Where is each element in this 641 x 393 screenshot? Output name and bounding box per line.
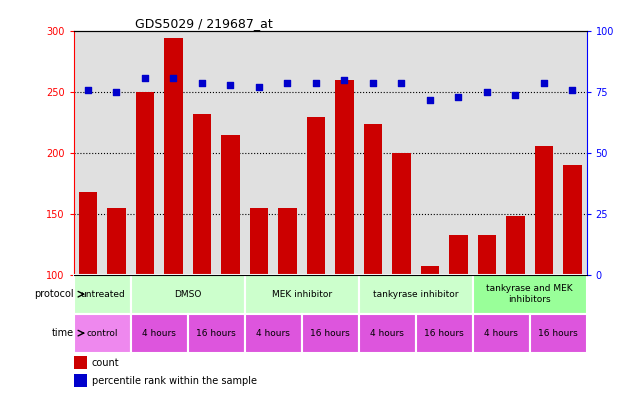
Text: control: control (87, 329, 118, 338)
Bar (74, 314, 131, 353)
Bar (358, 275, 472, 314)
Bar (131, 31, 159, 275)
Text: percentile rank within the sample: percentile rank within the sample (92, 376, 256, 386)
Text: 4 hours: 4 hours (370, 329, 404, 338)
Point (197, 79, 207, 86)
Bar (363, 124, 382, 275)
Bar (249, 208, 268, 275)
Bar (387, 31, 415, 275)
Bar (529, 31, 558, 275)
Bar (164, 37, 183, 275)
Bar (74, 275, 131, 314)
Bar (330, 31, 358, 275)
Bar (358, 31, 387, 275)
Text: DMSO: DMSO (174, 290, 201, 299)
Text: MEK inhibitor: MEK inhibitor (272, 290, 331, 299)
Point (225, 82, 235, 88)
Bar (302, 31, 330, 275)
Bar (558, 31, 587, 275)
Bar (278, 208, 297, 275)
Text: tankyrase inhibitor: tankyrase inhibitor (373, 290, 458, 299)
Bar (392, 153, 411, 275)
Point (567, 87, 578, 93)
Point (339, 77, 349, 83)
Bar (472, 275, 587, 314)
Point (112, 89, 122, 95)
Bar (535, 146, 553, 275)
Point (83, 87, 93, 93)
Bar (74, 31, 102, 275)
Bar (358, 314, 415, 353)
Bar (245, 31, 273, 275)
Bar (245, 314, 302, 353)
Point (396, 79, 406, 86)
Text: 4 hours: 4 hours (256, 329, 290, 338)
Point (368, 79, 378, 86)
Bar (107, 208, 126, 275)
Bar (188, 314, 245, 353)
Bar (302, 314, 358, 353)
Bar (188, 31, 216, 275)
Bar (506, 216, 524, 275)
Text: untreated: untreated (80, 290, 124, 299)
Text: count: count (92, 358, 119, 368)
Point (538, 79, 549, 86)
Point (140, 75, 150, 81)
Bar (444, 31, 472, 275)
Text: 4 hours: 4 hours (484, 329, 518, 338)
Text: protocol: protocol (34, 289, 74, 299)
Bar (306, 117, 325, 275)
Bar (501, 31, 529, 275)
Bar (529, 314, 587, 353)
Text: 16 hours: 16 hours (424, 329, 464, 338)
Bar (420, 266, 439, 275)
Bar (449, 235, 467, 275)
Bar (131, 314, 188, 353)
Bar (273, 31, 302, 275)
Bar (335, 80, 354, 275)
Text: 16 hours: 16 hours (196, 329, 236, 338)
Bar (472, 31, 501, 275)
Bar (74, 356, 87, 369)
Bar (216, 31, 245, 275)
Text: 4 hours: 4 hours (142, 329, 176, 338)
Bar (136, 92, 154, 275)
Bar (245, 275, 358, 314)
Bar (478, 235, 496, 275)
Bar (563, 165, 581, 275)
Point (510, 92, 520, 98)
Point (169, 75, 179, 81)
Bar (79, 192, 97, 275)
Bar (102, 31, 131, 275)
Bar (221, 135, 240, 275)
Text: 16 hours: 16 hours (310, 329, 350, 338)
Point (282, 79, 292, 86)
Point (311, 79, 321, 86)
Bar (472, 314, 529, 353)
Bar (74, 375, 87, 387)
Text: time: time (51, 328, 74, 338)
Bar (415, 314, 472, 353)
Text: 16 hours: 16 hours (538, 329, 578, 338)
Point (481, 89, 492, 95)
Bar (193, 114, 211, 275)
Bar (131, 275, 245, 314)
Bar (159, 31, 188, 275)
Text: tankyrase and MEK
inhibitors: tankyrase and MEK inhibitors (487, 285, 573, 304)
Point (425, 96, 435, 103)
Point (254, 84, 264, 90)
Bar (415, 31, 444, 275)
Point (453, 94, 463, 100)
Text: GDS5029 / 219687_at: GDS5029 / 219687_at (135, 17, 273, 30)
